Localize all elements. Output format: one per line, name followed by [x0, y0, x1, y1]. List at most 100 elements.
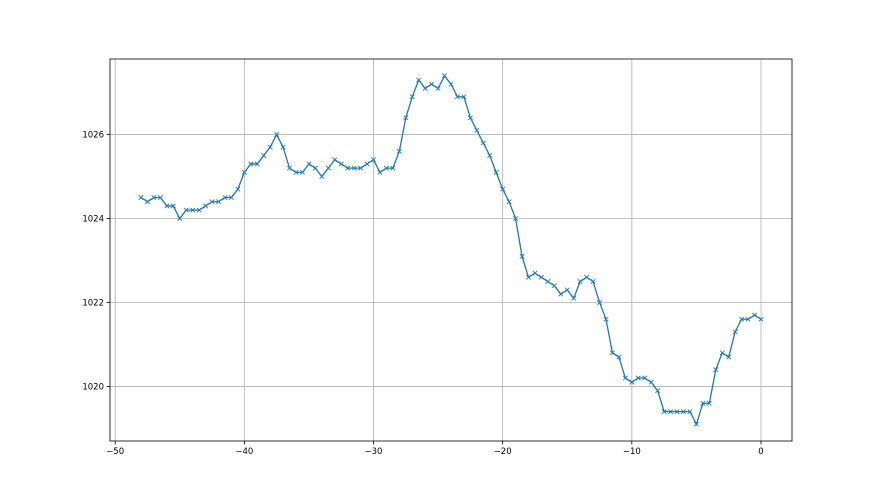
data-point	[674, 409, 680, 415]
data-point	[732, 329, 738, 335]
x-tick-label: −20	[494, 447, 512, 457]
data-point	[390, 165, 396, 171]
data-point	[687, 409, 693, 415]
data-point	[209, 199, 215, 205]
data-point	[739, 316, 745, 322]
data-point	[655, 388, 661, 394]
data-point	[396, 148, 402, 154]
data-point	[609, 350, 615, 356]
data-point	[306, 161, 312, 167]
data-point	[274, 132, 280, 138]
data-point	[635, 375, 641, 381]
data-point	[713, 367, 719, 373]
data-point	[461, 94, 467, 100]
data-point	[603, 316, 609, 322]
data-point	[493, 169, 499, 175]
data-point	[487, 153, 493, 159]
data-point	[752, 312, 758, 318]
data-point	[435, 85, 441, 91]
y-tick-label: 1024	[82, 215, 104, 225]
data-point	[454, 94, 460, 100]
data-point	[480, 140, 486, 146]
data-point	[287, 165, 293, 171]
data-point	[532, 270, 538, 276]
data-point	[700, 400, 706, 406]
data-point	[332, 157, 338, 163]
x-axis: −50 −40 −30 −20 −10 0	[106, 441, 764, 457]
data-point	[157, 195, 163, 201]
data-point	[680, 409, 687, 415]
data-point	[584, 274, 590, 280]
data-point	[629, 379, 635, 385]
data-point	[228, 195, 234, 201]
data-point	[351, 165, 357, 171]
data-point	[177, 215, 183, 222]
data-point	[248, 161, 254, 167]
data-point	[183, 207, 189, 213]
data-point	[422, 85, 428, 91]
data-point	[377, 169, 383, 175]
data-point	[467, 115, 473, 121]
data-point	[312, 165, 318, 171]
data-point	[235, 186, 241, 192]
x-tick-label: −10	[623, 447, 641, 457]
data-point	[429, 81, 435, 87]
data-point	[345, 165, 351, 171]
data-point	[719, 350, 725, 356]
data-point	[293, 169, 299, 175]
data-point	[693, 421, 699, 427]
data-point	[319, 174, 325, 180]
data-point	[590, 278, 596, 285]
data-point	[442, 73, 448, 79]
data-point	[597, 299, 603, 305]
y-tick-label: 1020	[82, 382, 104, 392]
data-point	[383, 165, 389, 171]
x-tick-label: 0	[758, 447, 763, 457]
data-point	[215, 199, 222, 205]
data-point	[500, 186, 506, 192]
data-point	[325, 165, 331, 171]
data-point	[338, 161, 344, 167]
data-point	[164, 203, 170, 209]
data-point	[622, 375, 628, 381]
data-point	[254, 161, 260, 167]
series-line	[140, 74, 762, 426]
data-point	[538, 274, 544, 280]
data-point	[642, 375, 648, 381]
y-tick-label: 1022	[82, 298, 104, 308]
data-point	[506, 199, 512, 205]
series	[138, 73, 764, 427]
data-point	[745, 316, 751, 322]
data-point	[409, 94, 415, 100]
data-point	[474, 127, 480, 133]
data-point	[241, 169, 247, 175]
data-point	[170, 203, 176, 209]
data-point	[551, 283, 557, 289]
data-point	[403, 115, 409, 121]
data-point	[519, 253, 525, 259]
data-point	[203, 203, 209, 209]
data-point	[144, 199, 150, 205]
data-point	[448, 81, 454, 87]
data-point	[545, 278, 551, 285]
axes-frame	[109, 58, 793, 442]
data-point	[706, 400, 712, 406]
data-point	[299, 169, 305, 175]
data-point	[370, 157, 377, 163]
y-tick-label: 1026	[82, 131, 104, 141]
x-tick-label: −30	[365, 447, 383, 457]
data-point	[151, 195, 157, 201]
data-point	[726, 354, 732, 360]
grid	[110, 59, 792, 441]
data-point	[364, 161, 370, 167]
x-tick-label: −50	[106, 447, 124, 457]
data-point	[196, 207, 202, 213]
data-point	[222, 195, 228, 201]
data-point	[668, 409, 674, 415]
data-point	[280, 144, 286, 150]
data-point	[267, 144, 273, 150]
data-point	[358, 165, 364, 171]
data-point	[571, 295, 577, 301]
data-point	[648, 379, 654, 385]
